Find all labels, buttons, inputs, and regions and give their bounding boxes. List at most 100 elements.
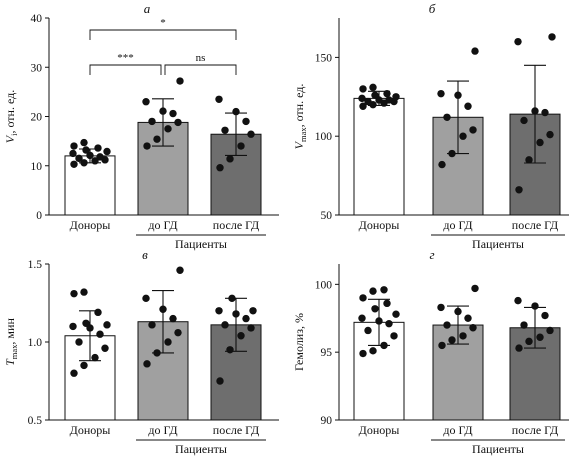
data-point <box>437 303 445 312</box>
data-point <box>80 138 88 147</box>
data-point <box>237 332 245 340</box>
group-label: Пациенты <box>472 237 524 251</box>
data-point <box>369 347 377 355</box>
data-point <box>520 321 528 329</box>
data-point <box>536 333 544 341</box>
data-point <box>169 314 177 323</box>
bar-1 <box>353 97 405 216</box>
y-tick-label: 50 <box>321 210 333 222</box>
category-label: до ГД <box>148 218 177 232</box>
data-point <box>247 324 255 332</box>
data-point <box>392 93 400 101</box>
category-label: Доноры <box>359 218 400 232</box>
data-point <box>364 97 372 106</box>
category-label: до ГД <box>443 218 472 232</box>
data-point <box>471 47 479 55</box>
data-point <box>541 311 549 320</box>
chart-panel-1: 0 10 20 30 40 а Vi, отн. ед. Доноры до ГД после Г… <box>3 1 279 251</box>
y-axis-label: Vmax, отн. ед. <box>292 84 308 150</box>
data-point <box>390 332 398 340</box>
category-label: после ГД <box>213 218 259 232</box>
data-point <box>437 89 445 98</box>
data-point <box>514 37 522 46</box>
data-point <box>454 307 462 316</box>
chart-panel-2: 50 100 150 б Vmax, отн. ед. Доноры до ГД после … <box>292 1 569 251</box>
data-point <box>174 328 182 337</box>
data-point <box>459 332 467 340</box>
data-point <box>371 305 379 313</box>
data-point <box>358 314 366 322</box>
data-point <box>176 77 184 85</box>
data-point <box>82 146 90 154</box>
data-point <box>96 330 104 338</box>
y-tick-label: 40 <box>31 13 43 25</box>
data-point <box>359 102 367 110</box>
y-tick-label: 0 <box>36 210 42 222</box>
data-point <box>548 33 556 41</box>
data-point <box>358 94 366 103</box>
data-point <box>237 142 245 150</box>
data-point <box>471 284 479 293</box>
data-point <box>216 377 224 385</box>
data-point <box>380 286 388 294</box>
data-point <box>448 336 456 344</box>
data-point <box>249 307 257 315</box>
category-label: после ГД <box>213 423 259 437</box>
panel-letter: а <box>144 1 151 16</box>
data-point <box>443 321 451 329</box>
data-point <box>369 83 377 92</box>
bar-2 <box>137 121 189 216</box>
data-point <box>383 89 391 98</box>
data-point <box>385 96 393 104</box>
data-point <box>464 102 472 110</box>
data-point <box>232 107 240 116</box>
data-point <box>454 91 462 99</box>
chart-panel-4: 90 95 100 г Гемолиз, % Доноры до ГД после ГД Пац… <box>292 247 569 456</box>
data-point <box>75 154 83 163</box>
panels: 0 10 20 30 40 а Vi, отн. ед. Доноры до ГД после Г… <box>3 1 569 456</box>
data-point <box>371 91 379 99</box>
data-point <box>531 107 539 115</box>
data-point <box>80 159 88 167</box>
category-label: после ГД <box>512 423 558 437</box>
chart-panel-3: 0.5 1.0 1.5 в Tmax, мин Доноры до ГД после ГД Па… <box>3 247 279 456</box>
data-point <box>464 314 472 322</box>
data-point <box>469 126 477 134</box>
data-point <box>70 369 78 377</box>
data-point <box>142 98 150 106</box>
data-point <box>469 324 477 332</box>
data-point <box>69 149 77 158</box>
panel-letter: г <box>429 247 434 262</box>
data-point <box>82 319 90 327</box>
data-point <box>70 142 78 150</box>
significance-bracket <box>89 29 237 40</box>
panel-letter: в <box>142 247 148 262</box>
data-point <box>164 125 172 133</box>
data-point <box>359 349 367 358</box>
data-point <box>443 113 451 121</box>
data-point <box>232 310 240 318</box>
data-point <box>459 132 467 140</box>
data-point <box>143 142 151 150</box>
y-tick-label: 20 <box>31 112 43 124</box>
data-point <box>91 157 99 165</box>
data-point <box>438 160 446 169</box>
data-point <box>94 308 102 317</box>
data-point <box>392 310 400 318</box>
data-point <box>91 353 99 362</box>
data-point <box>103 321 111 329</box>
data-point <box>86 151 94 160</box>
data-point <box>536 138 544 147</box>
y-tick-label: 1.5 <box>28 259 43 271</box>
y-tick-label: 100 <box>315 279 333 291</box>
data-point <box>520 116 528 125</box>
y-tick-label: 95 <box>321 347 333 359</box>
data-point <box>75 338 83 346</box>
data-point <box>438 341 446 350</box>
data-point <box>169 109 177 118</box>
data-point <box>242 117 250 126</box>
data-point <box>369 287 377 295</box>
data-point <box>148 117 156 126</box>
data-point <box>226 155 234 163</box>
data-point <box>70 289 78 298</box>
